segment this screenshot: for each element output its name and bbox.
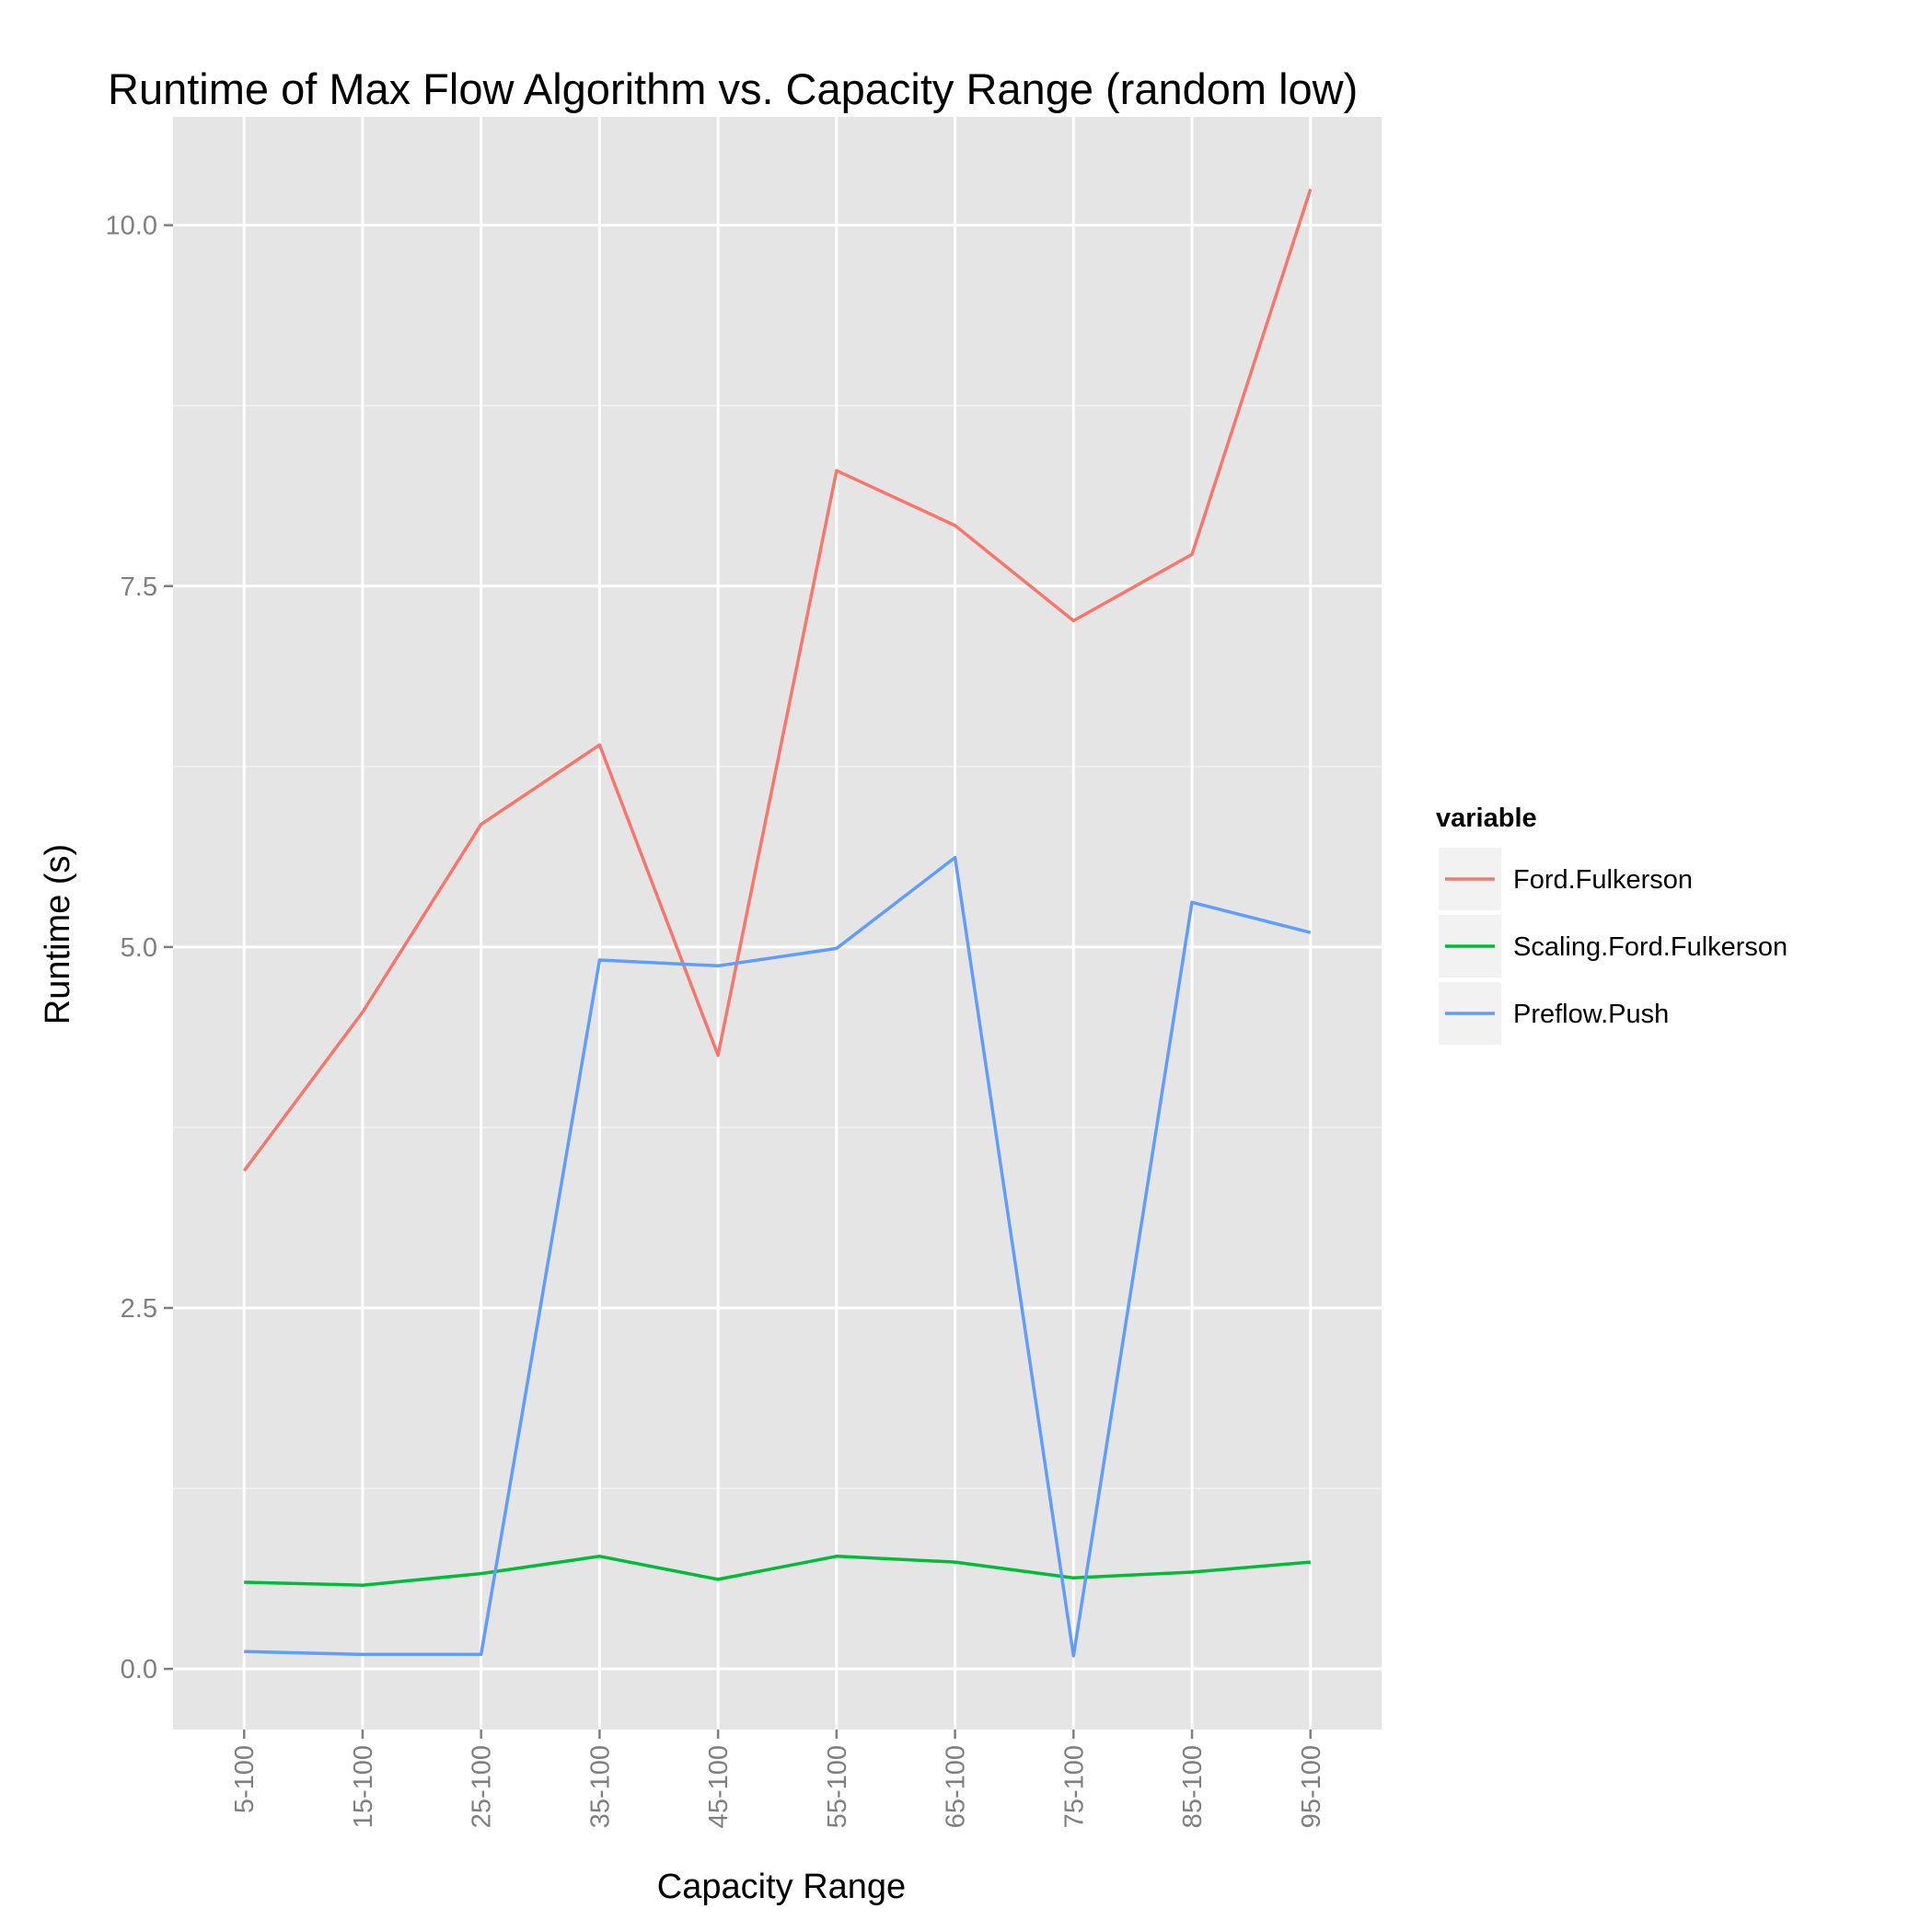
y-tick-label: 10.0	[106, 212, 157, 241]
y-axis: 0.0 2.5 5.0 7.5 10.0	[106, 212, 173, 1684]
y-tick-label: 5.0	[121, 933, 157, 963]
legend-title: variable	[1436, 804, 1537, 833]
x-tick-label: 95-100	[1297, 1745, 1326, 1828]
x-axis: 5-100 15-100 25-100 35-100 45-100 55-100 65-10…	[230, 1730, 1326, 1828]
x-axis-title: Capacity Range	[657, 1868, 906, 1906]
y-axis-title: Runtime (s)	[39, 844, 77, 1024]
x-tick-label: 75-100	[1059, 1745, 1089, 1828]
x-tick-label: 45-100	[704, 1745, 734, 1828]
x-tick-label: 15-100	[349, 1745, 378, 1828]
x-tick-label: 85-100	[1178, 1745, 1208, 1828]
legend: variable Ford.Fulkerson Scaling.Ford.Fulk…	[1436, 804, 1787, 1045]
series-line-preflow-push	[244, 855, 1312, 1658]
legend-label: Scaling.Ford.Fulkerson	[1513, 932, 1787, 962]
y-tick-label: 2.5	[121, 1294, 157, 1324]
x-tick-label: 35-100	[585, 1745, 615, 1828]
plot-panel	[173, 117, 1382, 1730]
x-tick-label: 25-100	[468, 1745, 497, 1828]
legend-item: Scaling.Ford.Fulkerson	[1439, 915, 1787, 978]
legend-item: Preflow.Push	[1439, 982, 1669, 1045]
x-tick-label: 5-100	[230, 1745, 260, 1813]
x-tick-label: 65-100	[942, 1745, 971, 1828]
x-tick-label: 55-100	[823, 1745, 852, 1828]
series-line-ford-fulkerson	[242, 188, 1313, 1173]
major-gridlines	[173, 117, 1382, 1730]
legend-label: Preflow.Push	[1513, 1000, 1669, 1029]
chart-title: Runtime of Max Flow Algorithm vs. Capaci…	[108, 64, 1358, 113]
series-lines	[242, 188, 1313, 1658]
legend-items: Ford.Fulkerson Scaling.Ford.Fulkerson Pref…	[1439, 848, 1787, 1045]
legend-item: Ford.Fulkerson	[1439, 848, 1693, 910]
series-line-scaling-ford-fulkerson	[244, 1555, 1311, 1587]
y-tick-label: 7.5	[121, 573, 157, 602]
legend-label: Ford.Fulkerson	[1513, 865, 1693, 895]
y-tick-label: 0.0	[121, 1655, 157, 1684]
